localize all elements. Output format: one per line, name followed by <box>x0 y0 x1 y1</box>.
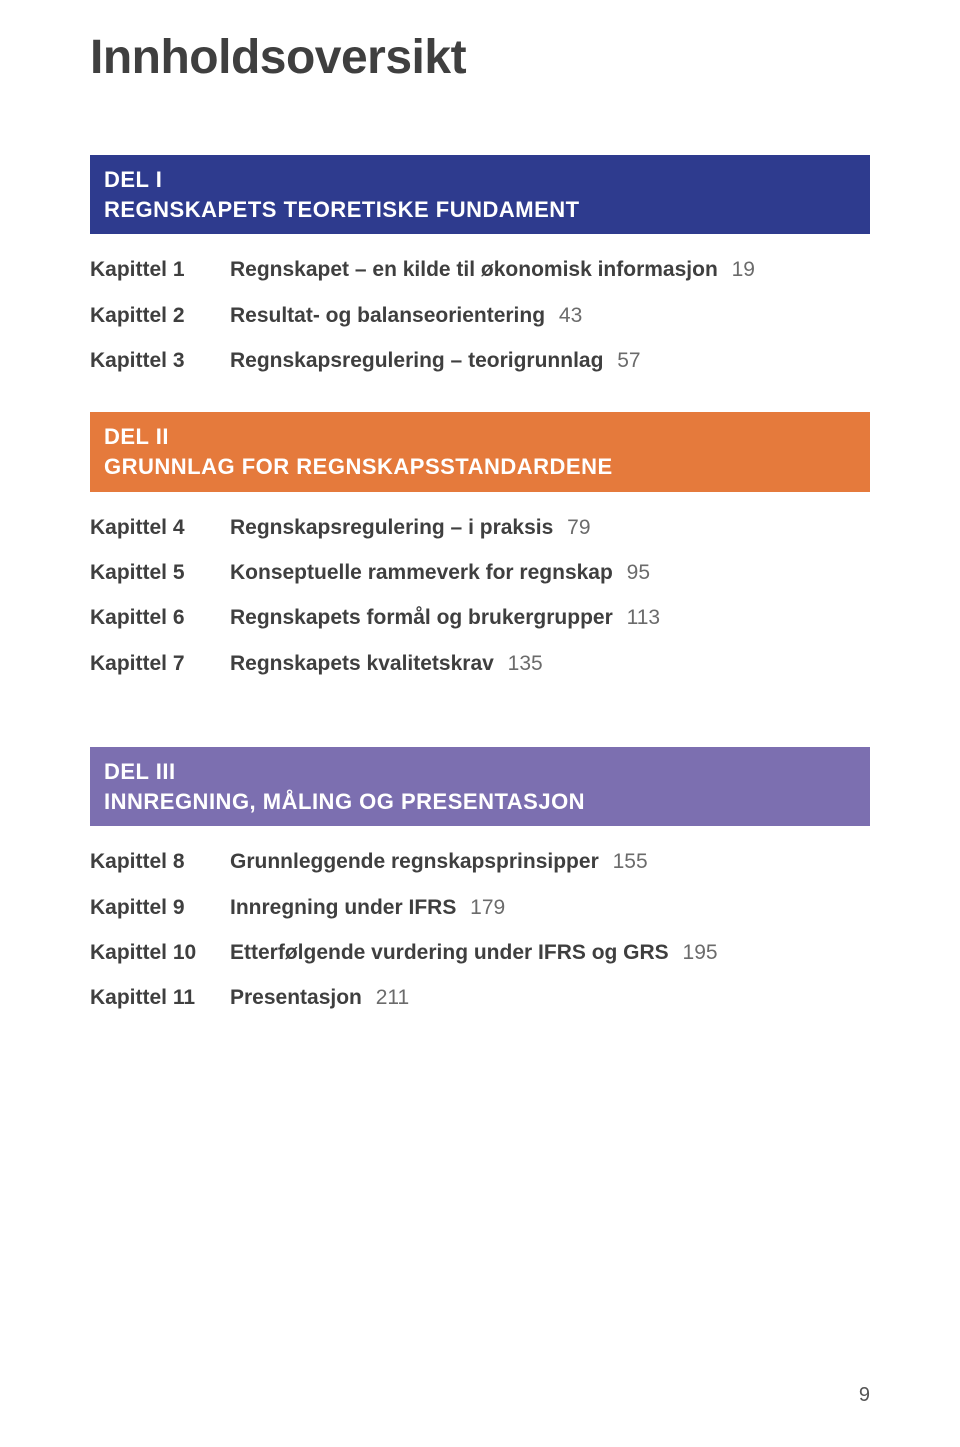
section-header-line1: DEL III <box>104 757 854 787</box>
toc-chapter: Kapittel 1 <box>90 256 230 283</box>
toc-title: Presentasjon <box>230 986 362 1009</box>
toc-row: Kapittel 5 Konseptuelle rammeverk for re… <box>90 559 870 586</box>
section-header-line2: GRUNNLAG FOR REGNSKAPSSTANDARDENE <box>104 452 854 482</box>
toc-title: Etterfølgende vurdering under IFRS og GR… <box>230 941 669 964</box>
page-number: 9 <box>859 1384 870 1407</box>
toc-title: Regnskapets kvalitetskrav <box>230 652 494 675</box>
toc-row: Kapittel 3 Regnskapsregulering – teorigr… <box>90 347 870 374</box>
toc-row: Kapittel 6 Regnskapets formål og brukerg… <box>90 604 870 631</box>
toc-chapter: Kapittel 8 <box>90 848 230 875</box>
toc-page: 155 <box>613 850 648 873</box>
toc-chapter: Kapittel 10 <box>90 939 230 966</box>
toc-row: Kapittel 11 Presentasjon 211 <box>90 984 870 1011</box>
toc-chapter: Kapittel 4 <box>90 514 230 541</box>
section-header-line2: REGNSKAPETS TEORETISKE FUNDAMENT <box>104 195 854 225</box>
section-header-del3: DEL III INNREGNING, MÅLING OG PRESENTASJ… <box>90 747 870 826</box>
toc-title: Resultat- og balanseorientering <box>230 304 545 327</box>
toc-chapter: Kapittel 3 <box>90 347 230 374</box>
toc-title: Regnskapsregulering – teorigrunnlag <box>230 349 603 372</box>
toc-row: Kapittel 4 Regnskapsregulering – i praks… <box>90 514 870 541</box>
toc-title: Regnskapet – en kilde til økonomisk info… <box>230 258 718 281</box>
toc-chapter: Kapittel 6 <box>90 604 230 631</box>
toc-row: Kapittel 9 Innregning under IFRS 179 <box>90 894 870 921</box>
toc-row: Kapittel 7 Regnskapets kvalitetskrav 135 <box>90 650 870 677</box>
toc-page: 95 <box>627 561 650 584</box>
section-header-del2: DEL II GRUNNLAG FOR REGNSKAPSSTANDARDENE <box>90 412 870 491</box>
section-header-del1: DEL I REGNSKAPETS TEORETISKE FUNDAMENT <box>90 155 870 234</box>
toc-page: 43 <box>559 304 582 327</box>
toc-chapter: Kapittel 2 <box>90 302 230 329</box>
section-header-line1: DEL I <box>104 165 854 195</box>
section-header-line1: DEL II <box>104 422 854 452</box>
toc-row: Kapittel 2 Resultat- og balanseorienteri… <box>90 302 870 329</box>
toc-title: Regnskapsregulering – i praksis <box>230 516 553 539</box>
toc-title: Konseptuelle rammeverk for regnskap <box>230 561 613 584</box>
toc-page: 113 <box>627 606 660 629</box>
toc-page: 19 <box>732 258 755 281</box>
toc-title: Grunnleggende regnskapsprinsipper <box>230 850 599 873</box>
toc-page: 79 <box>567 516 590 539</box>
toc-title: Innregning under IFRS <box>230 896 456 919</box>
toc-page: 179 <box>470 896 505 919</box>
page-title: Innholdsoversikt <box>90 30 870 85</box>
toc-page: 195 <box>683 941 718 964</box>
toc-chapter: Kapittel 5 <box>90 559 230 586</box>
toc-chapter: Kapittel 7 <box>90 650 230 677</box>
toc-page: 135 <box>508 652 543 675</box>
toc-page: 57 <box>617 349 640 372</box>
toc-row: Kapittel 10 Etterfølgende vurdering unde… <box>90 939 870 966</box>
toc-title: Regnskapets formål og brukergrupper <box>230 606 613 629</box>
toc-chapter: Kapittel 11 <box>90 984 230 1011</box>
toc-row: Kapittel 1 Regnskapet – en kilde til øko… <box>90 256 870 283</box>
toc-row: Kapittel 8 Grunnleggende regnskapsprinsi… <box>90 848 870 875</box>
toc-page: 211 <box>376 986 409 1009</box>
section-header-line2: INNREGNING, MÅLING OG PRESENTASJON <box>104 787 854 817</box>
toc-chapter: Kapittel 9 <box>90 894 230 921</box>
